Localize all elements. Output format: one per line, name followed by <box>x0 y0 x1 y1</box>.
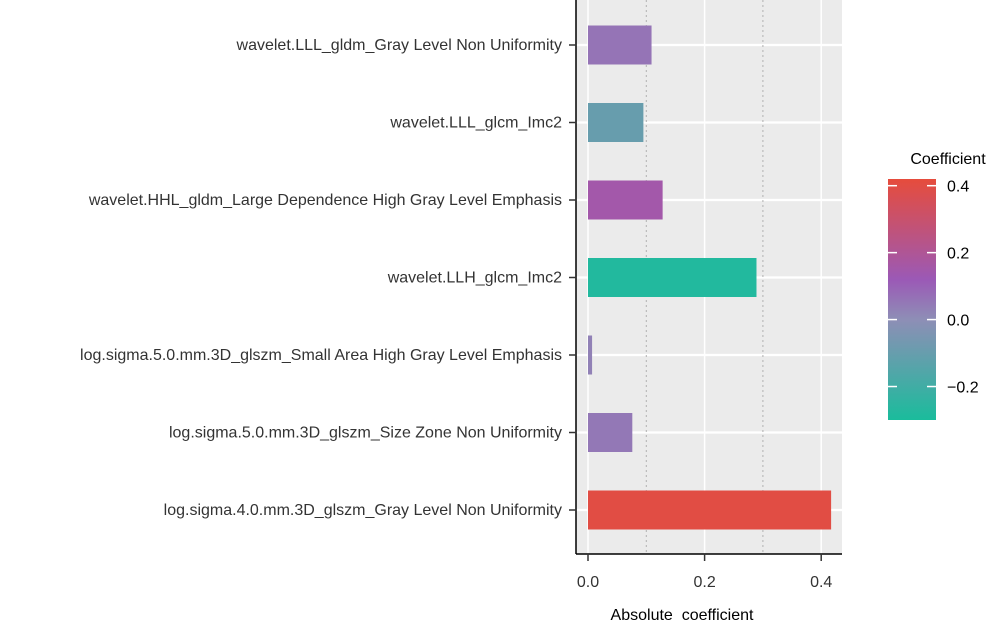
x-tick-label: 0.2 <box>693 574 715 591</box>
y-tick-label: log.sigma.5.0.mm.3D_glszm_Size Zone Non … <box>169 425 562 442</box>
legend-title: Coefficient <box>910 151 986 168</box>
colorbar-tick-label: 0.4 <box>947 179 969 196</box>
colorbar-legend: Coefficient 0.4 0.2 0.0 −0.2 <box>888 151 986 420</box>
y-tick-label: wavelet.LLL_glcm_Imc2 <box>389 115 562 132</box>
bar-layer <box>588 25 832 530</box>
x-axis-title: Absolute coefficient <box>611 607 754 624</box>
bar <box>588 103 644 142</box>
x-tick-label: 0.4 <box>810 574 832 591</box>
y-tick-label: wavelet.LLH_glcm_Imc2 <box>387 270 562 287</box>
colorbar <box>888 179 936 420</box>
colorbar-tick-label: 0.0 <box>947 313 969 330</box>
y-tick-label: wavelet.HHL_gldm_Large Dependence High G… <box>88 192 562 209</box>
bar <box>588 180 663 220</box>
colorbar-tick-label: 0.2 <box>947 246 969 263</box>
bar <box>588 335 593 375</box>
bar <box>588 25 652 65</box>
bar <box>588 490 832 530</box>
y-tick-label: wavelet.LLL_gldm_Gray Level Non Uniformi… <box>236 37 562 54</box>
y-tick-label: log.sigma.4.0.mm.3D_glszm_Gray Level Non… <box>164 502 562 519</box>
bar <box>588 258 757 297</box>
y-tick-label: log.sigma.5.0.mm.3D_glszm_Small Area Hig… <box>80 347 562 364</box>
x-tick-label: 0.0 <box>577 574 599 591</box>
x-axis-ticks: 0.0 0.2 0.4 <box>577 554 832 591</box>
y-axis-ticks: wavelet.LLL_gldm_Gray Level Non Uniformi… <box>80 37 576 519</box>
colorbar-tick-label: −0.2 <box>947 380 979 397</box>
bar <box>588 413 633 452</box>
